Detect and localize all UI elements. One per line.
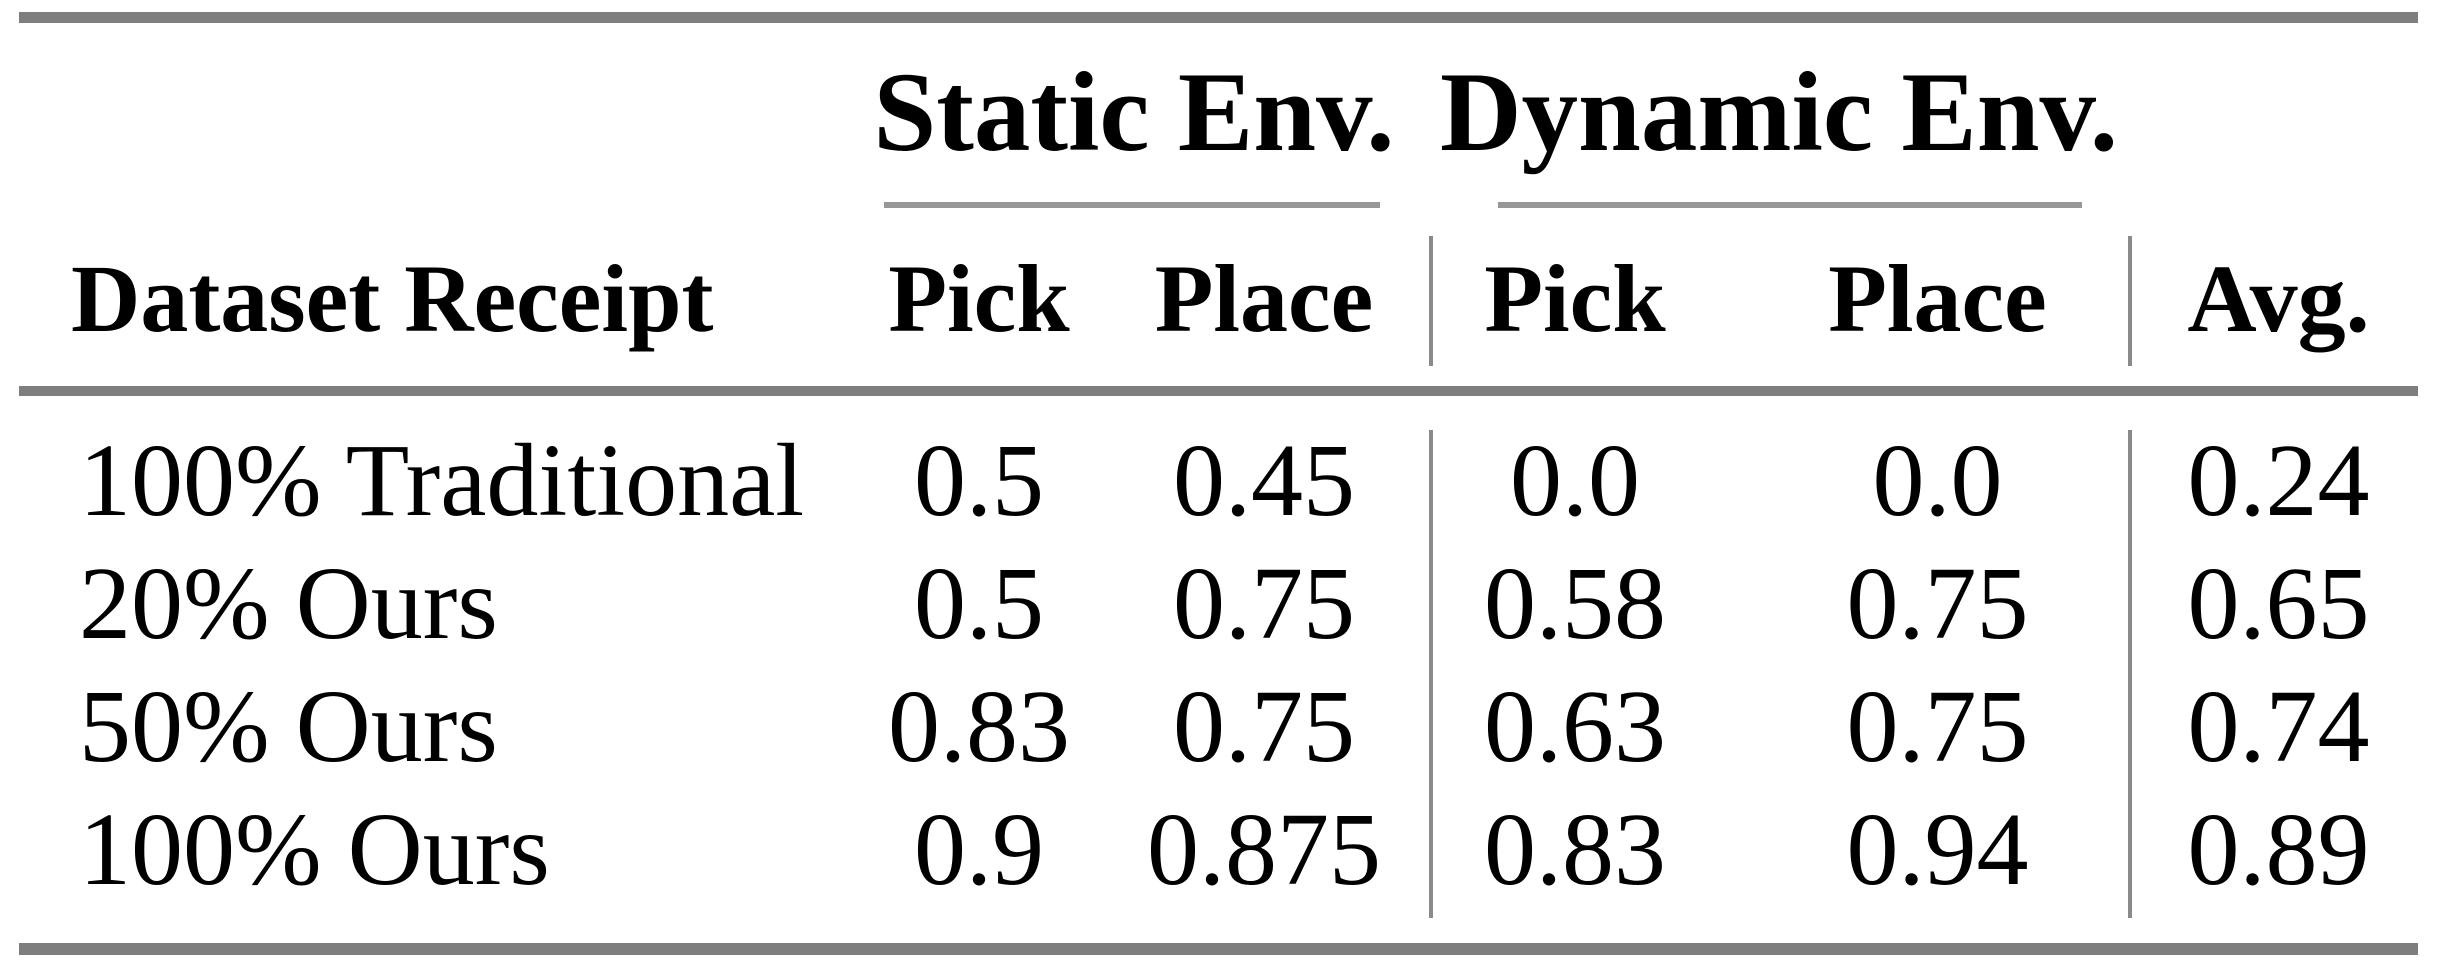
cell-static-pick: 0.5 bbox=[914, 546, 1044, 661]
cell-avg: 0.74 bbox=[2187, 669, 2370, 784]
header-avg: Avg. bbox=[2187, 245, 2370, 352]
static-env-underline bbox=[884, 202, 1380, 208]
results-table: Static Env. Dynamic Env. Dataset Receipt… bbox=[19, 23, 2418, 911]
column-separator-dynamic-avg-header bbox=[2128, 236, 2132, 366]
cell-avg: 0.24 bbox=[2187, 423, 2370, 538]
column-separator-static-dynamic-header bbox=[1429, 236, 1433, 366]
cell-static-place: 0.75 bbox=[1173, 669, 1355, 784]
cell-avg: 0.89 bbox=[2187, 792, 2370, 907]
table-top-rule bbox=[19, 12, 2418, 23]
cell-dynamic-pick: 0.83 bbox=[1484, 792, 1666, 907]
header-dynamic-pick: Pick bbox=[1484, 245, 1666, 352]
cell-static-pick: 0.5 bbox=[914, 423, 1044, 538]
column-group-dynamic-env: Dynamic Env. bbox=[1439, 49, 2119, 175]
cell-static-place: 0.75 bbox=[1173, 546, 1355, 661]
cell-static-pick: 0.9 bbox=[914, 792, 1044, 907]
row-label: 50% Ours bbox=[79, 669, 498, 784]
cell-dynamic-pick: 0.58 bbox=[1484, 546, 1666, 661]
cell-dynamic-place: 0.0 bbox=[1872, 423, 2003, 538]
header-dynamic-place: Place bbox=[1828, 245, 2047, 352]
cell-static-pick: 0.83 bbox=[888, 669, 1070, 784]
dynamic-env-underline bbox=[1498, 202, 2082, 208]
row-label: 100% Ours bbox=[79, 792, 550, 907]
table-header-rule bbox=[19, 386, 2418, 396]
cell-static-place: 0.875 bbox=[1147, 792, 1381, 907]
row-label: 100% Traditional bbox=[79, 423, 805, 538]
header-static-pick: Pick bbox=[888, 245, 1070, 352]
cell-dynamic-place: 0.75 bbox=[1846, 546, 2029, 661]
cell-dynamic-pick: 0.0 bbox=[1510, 423, 1640, 538]
column-group-static-env: Static Env. bbox=[873, 49, 1395, 175]
cell-dynamic-place: 0.75 bbox=[1846, 669, 2029, 784]
row-label: 20% Ours bbox=[79, 546, 498, 661]
header-static-place: Place bbox=[1154, 245, 1374, 352]
cell-dynamic-pick: 0.63 bbox=[1484, 669, 1666, 784]
cell-static-place: 0.45 bbox=[1173, 423, 1355, 538]
header-dataset-receipt: Dataset Receipt bbox=[71, 245, 714, 352]
table-bottom-rule bbox=[19, 943, 2418, 955]
column-separator-static-dynamic-body bbox=[1429, 430, 1433, 918]
column-separator-dynamic-avg-body bbox=[2128, 430, 2132, 918]
cell-avg: 0.65 bbox=[2187, 546, 2370, 661]
cell-dynamic-place: 0.94 bbox=[1846, 792, 2029, 907]
